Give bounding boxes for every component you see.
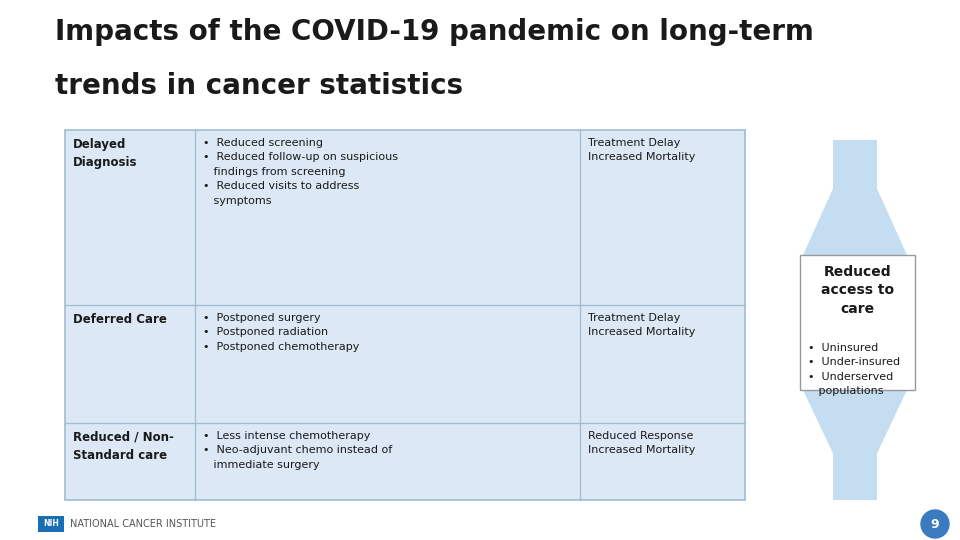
Text: Treatment Delay
Increased Mortality: Treatment Delay Increased Mortality xyxy=(588,313,695,338)
Text: NIH: NIH xyxy=(43,519,59,529)
Polygon shape xyxy=(803,140,907,255)
Text: Reduced
access to
care: Reduced access to care xyxy=(821,265,894,316)
Text: trends in cancer statistics: trends in cancer statistics xyxy=(55,72,463,100)
Bar xyxy=(65,130,745,305)
Bar xyxy=(800,255,915,390)
Text: Treatment Delay
Increased Mortality: Treatment Delay Increased Mortality xyxy=(588,138,695,163)
Text: NATIONAL CANCER INSTITUTE: NATIONAL CANCER INSTITUTE xyxy=(70,519,216,529)
Text: •  Reduced screening
•  Reduced follow-up on suspicious
   findings from screeni: • Reduced screening • Reduced follow-up … xyxy=(203,138,398,206)
Bar xyxy=(833,140,877,500)
Text: Deferred Care: Deferred Care xyxy=(73,313,167,326)
Bar xyxy=(65,305,745,423)
Text: Reduced / Non-
Standard care: Reduced / Non- Standard care xyxy=(73,431,174,462)
Text: Reduced Response
Increased Mortality: Reduced Response Increased Mortality xyxy=(588,431,695,455)
Text: Delayed
Diagnosis: Delayed Diagnosis xyxy=(73,138,137,169)
FancyBboxPatch shape xyxy=(38,516,64,532)
Text: Impacts of the COVID-19 pandemic on long-term: Impacts of the COVID-19 pandemic on long… xyxy=(55,18,814,46)
Polygon shape xyxy=(803,390,907,500)
Bar xyxy=(65,423,745,500)
Text: •  Uninsured
•  Under-insured
•  Underserved
   populations: • Uninsured • Under-insured • Underserve… xyxy=(808,343,900,396)
Bar xyxy=(65,130,745,500)
Text: •  Less intense chemotherapy
•  Neo-adjuvant chemo instead of
   immediate surge: • Less intense chemotherapy • Neo-adjuva… xyxy=(203,431,393,470)
Text: •  Postponed surgery
•  Postponed radiation
•  Postponed chemotherapy: • Postponed surgery • Postponed radiatio… xyxy=(203,313,359,352)
Text: 9: 9 xyxy=(930,517,939,530)
Circle shape xyxy=(921,510,949,538)
